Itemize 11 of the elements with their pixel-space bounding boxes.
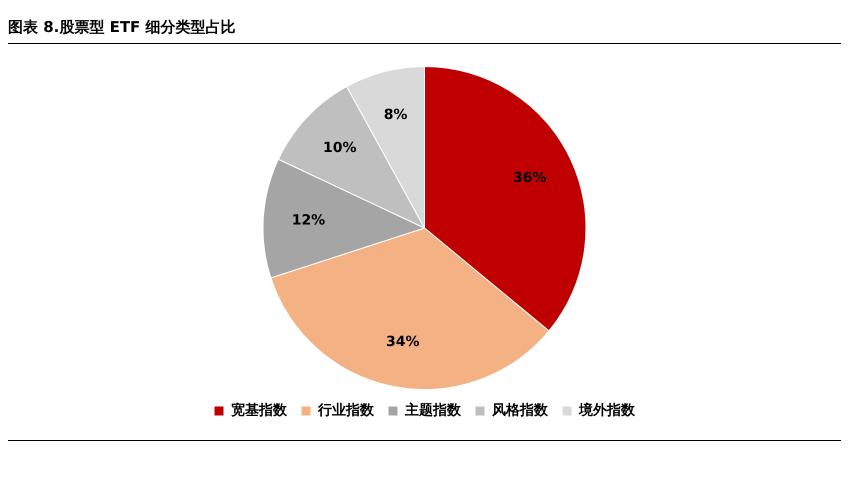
data-label: 10%	[322, 140, 356, 156]
data-label: 34%	[386, 334, 420, 350]
legend-label: 风格指数	[491, 402, 549, 419]
chart-title: 图表 8.股票型 ETF 细分类型占比	[8, 18, 841, 44]
legend-label: 宽基指数	[231, 402, 288, 419]
data-label: 8%	[384, 107, 408, 124]
legend-label: 主题指数	[404, 402, 462, 419]
legend-label: 境外指数	[578, 402, 636, 419]
data-label: 36%	[512, 170, 546, 186]
legend-label: 行业指数	[317, 402, 375, 419]
data-label: 12%	[292, 212, 326, 228]
